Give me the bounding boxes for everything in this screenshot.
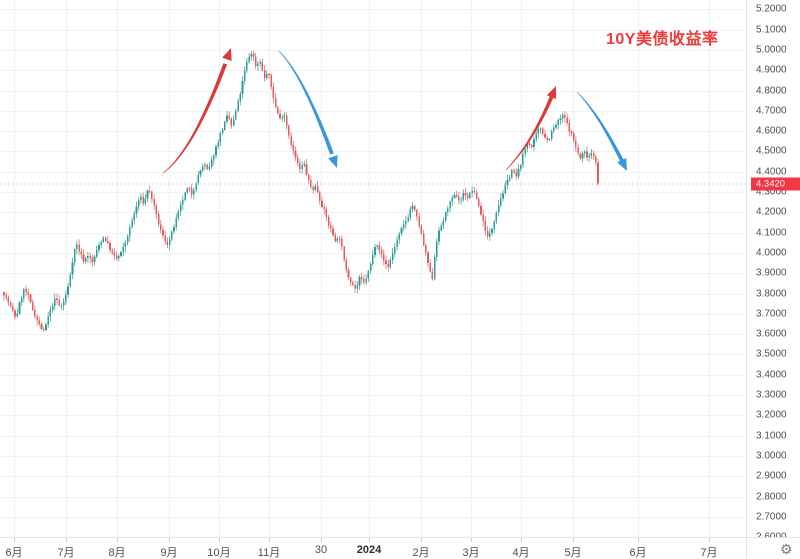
candlestick-plot-area[interactable]: 10Y美债收益率 <box>0 0 746 537</box>
trend-up-arrow-0[interactable] <box>162 63 228 174</box>
time-tick-label: 8月 <box>108 547 126 559</box>
price-tick-label: 4.1000 <box>756 227 787 239</box>
last-price-badge: 4.3420 <box>751 177 800 190</box>
price-tick-label: 3.9000 <box>756 267 787 279</box>
price-tick-label: 4.7000 <box>756 105 787 117</box>
time-tick-mark <box>117 538 118 542</box>
time-tick-mark <box>14 538 15 542</box>
settings-gear-icon[interactable]: ⚙ <box>780 541 793 557</box>
price-tick-label: 3.3000 <box>756 389 787 401</box>
time-tick-label: 4月 <box>512 547 530 559</box>
trend-down-arrow-1[interactable] <box>278 50 334 155</box>
price-tick-label: 4.8000 <box>756 85 787 97</box>
time-tick-mark <box>66 538 67 542</box>
candlestick-svg <box>0 0 746 537</box>
price-tick-label: 3.8000 <box>756 288 787 300</box>
price-tick-label: 3.2000 <box>756 409 787 421</box>
time-tick-mark <box>219 538 220 542</box>
time-tick-label: 11月 <box>257 547 281 559</box>
time-tick-label: 5月 <box>564 547 582 559</box>
price-tick-label: 3.6000 <box>756 328 787 340</box>
time-tick-label: 9月 <box>160 547 178 559</box>
price-tick-label: 3.4000 <box>756 369 787 381</box>
time-tick-label: 6月 <box>5 547 23 559</box>
price-tick-label: 4.0000 <box>756 247 787 259</box>
time-axis[interactable]: 6月 7月 8月 9月 10月 11月 30 2024 2月 3月 4月 5月 6月 7月 <box>0 537 746 559</box>
price-tick-label: 5.1000 <box>756 24 787 36</box>
time-tick-mark <box>573 538 574 542</box>
price-tick-label: 2.8000 <box>756 491 787 503</box>
time-tick-label: 30 <box>314 544 328 556</box>
trend-up-arrow-2[interactable] <box>505 93 555 171</box>
time-tick-mark <box>269 538 270 542</box>
price-tick-label: 3.5000 <box>756 348 787 360</box>
time-tick-mark <box>471 538 472 542</box>
time-tick-label: 2024 <box>356 544 382 556</box>
time-tick-mark <box>638 538 639 542</box>
price-tick-label: 2.9000 <box>756 470 787 482</box>
time-tick-label: 3月 <box>462 547 480 559</box>
price-tick-label: 4.2000 <box>756 206 787 218</box>
price-tick-label: 4.9000 <box>756 64 787 76</box>
price-tick-label: 4.3000 <box>756 186 787 198</box>
price-axis[interactable]: 4.3420 5.2000 5.1000 5.0000 4.9000 4.8000 4.7… <box>746 0 800 543</box>
time-tick-label: 7月 <box>700 547 718 559</box>
time-tick-mark <box>369 538 370 542</box>
time-tick-label: 6月 <box>629 547 647 559</box>
price-tick-label: 5.2000 <box>756 3 787 15</box>
time-tick-mark <box>521 538 522 542</box>
chart-title-annotation[interactable]: 10Y美债收益率 <box>606 31 719 48</box>
trend-down-arrow-3[interactable] <box>576 91 625 164</box>
time-tick-mark <box>709 538 710 542</box>
price-tick-label: 4.6000 <box>756 125 787 137</box>
time-tick-label: 7月 <box>57 547 75 559</box>
price-tick-label: 4.5000 <box>756 145 787 157</box>
time-tick-mark <box>421 538 422 542</box>
price-tick-label: 5.0000 <box>756 44 787 56</box>
price-tick-label: 3.7000 <box>756 308 787 320</box>
time-tick-mark <box>321 538 322 542</box>
price-tick-label: 3.0000 <box>756 450 787 462</box>
price-tick-label: 3.1000 <box>756 430 787 442</box>
time-tick-label: 10月 <box>207 547 231 559</box>
time-tick-mark <box>169 538 170 542</box>
time-tick-label: 2月 <box>412 547 430 559</box>
price-tick-label: 2.7000 <box>756 511 787 523</box>
axis-corner: ⚙ <box>746 537 800 559</box>
price-tick-label: 4.4000 <box>756 166 787 178</box>
